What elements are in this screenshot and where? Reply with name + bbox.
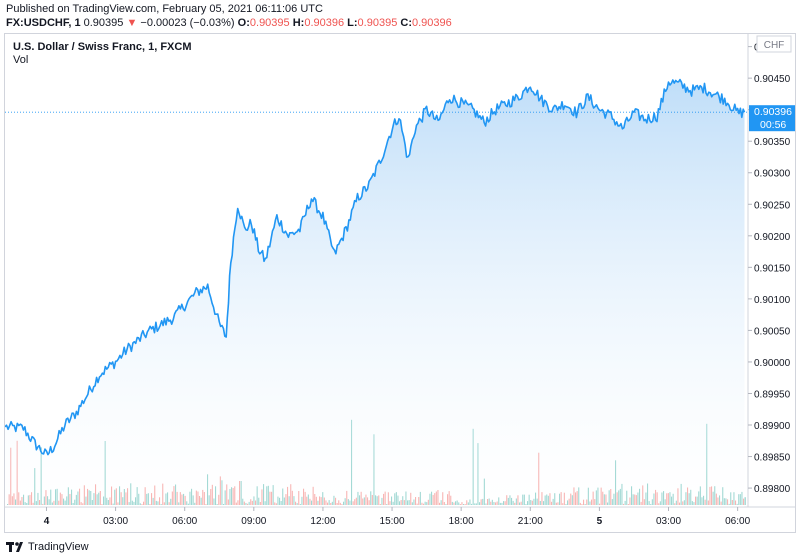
y-tick-label: 0.90350 bbox=[754, 137, 791, 148]
x-tick-label: 03:00 bbox=[103, 516, 128, 527]
close-label: C: bbox=[400, 17, 412, 29]
footer-brand: TradingView bbox=[28, 541, 89, 553]
x-tick-label: 09:00 bbox=[241, 516, 266, 527]
price-line bbox=[4, 78, 746, 456]
y-tick-label: 0.90450 bbox=[754, 74, 791, 85]
x-tick-label: 5 bbox=[597, 516, 603, 527]
last-price: 0.90395 bbox=[83, 17, 124, 29]
currency-badge-label: CHF bbox=[764, 40, 785, 51]
y-tick-label: 0.90150 bbox=[754, 263, 791, 274]
y-tick-label: 0.90200 bbox=[754, 232, 791, 243]
y-tick-label: 0.89950 bbox=[754, 389, 791, 400]
tradingview-logo-icon bbox=[6, 542, 23, 552]
y-tick-label: 0.90250 bbox=[754, 200, 791, 211]
x-tick-label: 12:00 bbox=[310, 516, 335, 527]
chart-panel[interactable]: 0.905000.904500.904000.903500.903000.902… bbox=[4, 33, 796, 533]
close-value: 0.90396 bbox=[411, 17, 452, 29]
y-tick-label: 0.89900 bbox=[754, 421, 791, 432]
price-chart[interactable]: 0.905000.904500.904000.903500.903000.902… bbox=[4, 34, 795, 532]
price-tag-value: 0.90396 bbox=[754, 106, 792, 118]
y-tick-label: 0.90050 bbox=[754, 326, 791, 337]
volume-bar bbox=[744, 497, 746, 505]
x-tick-label: 15:00 bbox=[380, 516, 405, 527]
low-value: 0.90395 bbox=[357, 17, 398, 29]
x-tick-label: 18:00 bbox=[449, 516, 474, 527]
time-axis[interactable]: 4 03:00 06:00 09:00 12:00 15:00 18:00 21:00 5 03:… bbox=[44, 507, 751, 527]
symbol-label: FX:USDCHF, 1 bbox=[6, 17, 81, 29]
ohlc-legend: FX:USDCHF, 1 0.90395 ▼ −0.00023 (−0.03%)… bbox=[6, 17, 452, 29]
change-value: −0.00023 (−0.03%) bbox=[140, 17, 235, 29]
footer: TradingView bbox=[6, 538, 89, 556]
open-label: O: bbox=[237, 17, 250, 29]
published-caption: Published on TradingView.com, February 0… bbox=[6, 3, 323, 15]
y-tick-label: 0.90300 bbox=[754, 169, 791, 180]
high-value: 0.90396 bbox=[304, 17, 345, 29]
low-label: L: bbox=[347, 17, 358, 29]
x-tick-label: 06:00 bbox=[725, 516, 750, 527]
x-tick-label: 03:00 bbox=[656, 516, 681, 527]
y-tick-label: 0.89850 bbox=[754, 453, 791, 464]
y-tick-label: 0.90000 bbox=[754, 358, 791, 369]
volume-label: Vol bbox=[13, 54, 28, 66]
open-value: 0.90395 bbox=[249, 17, 290, 29]
price-area-fill bbox=[5, 79, 745, 507]
x-tick-label: 4 bbox=[44, 516, 50, 527]
countdown-value: 00:56 bbox=[760, 119, 786, 131]
high-label: H: bbox=[292, 17, 305, 29]
chart-title: U.S. Dollar / Swiss Franc, 1, FXCM bbox=[13, 41, 192, 53]
x-tick-label: 06:00 bbox=[172, 516, 197, 527]
x-tick-label: 21:00 bbox=[518, 516, 543, 527]
price-tag: 0.90396 00:56 bbox=[749, 105, 795, 132]
change-arrow-icon: ▼ bbox=[126, 17, 138, 29]
y-tick-label: 0.90100 bbox=[754, 295, 791, 306]
currency-badge[interactable] bbox=[756, 35, 792, 53]
y-tick-label: 0.89800 bbox=[754, 484, 791, 495]
